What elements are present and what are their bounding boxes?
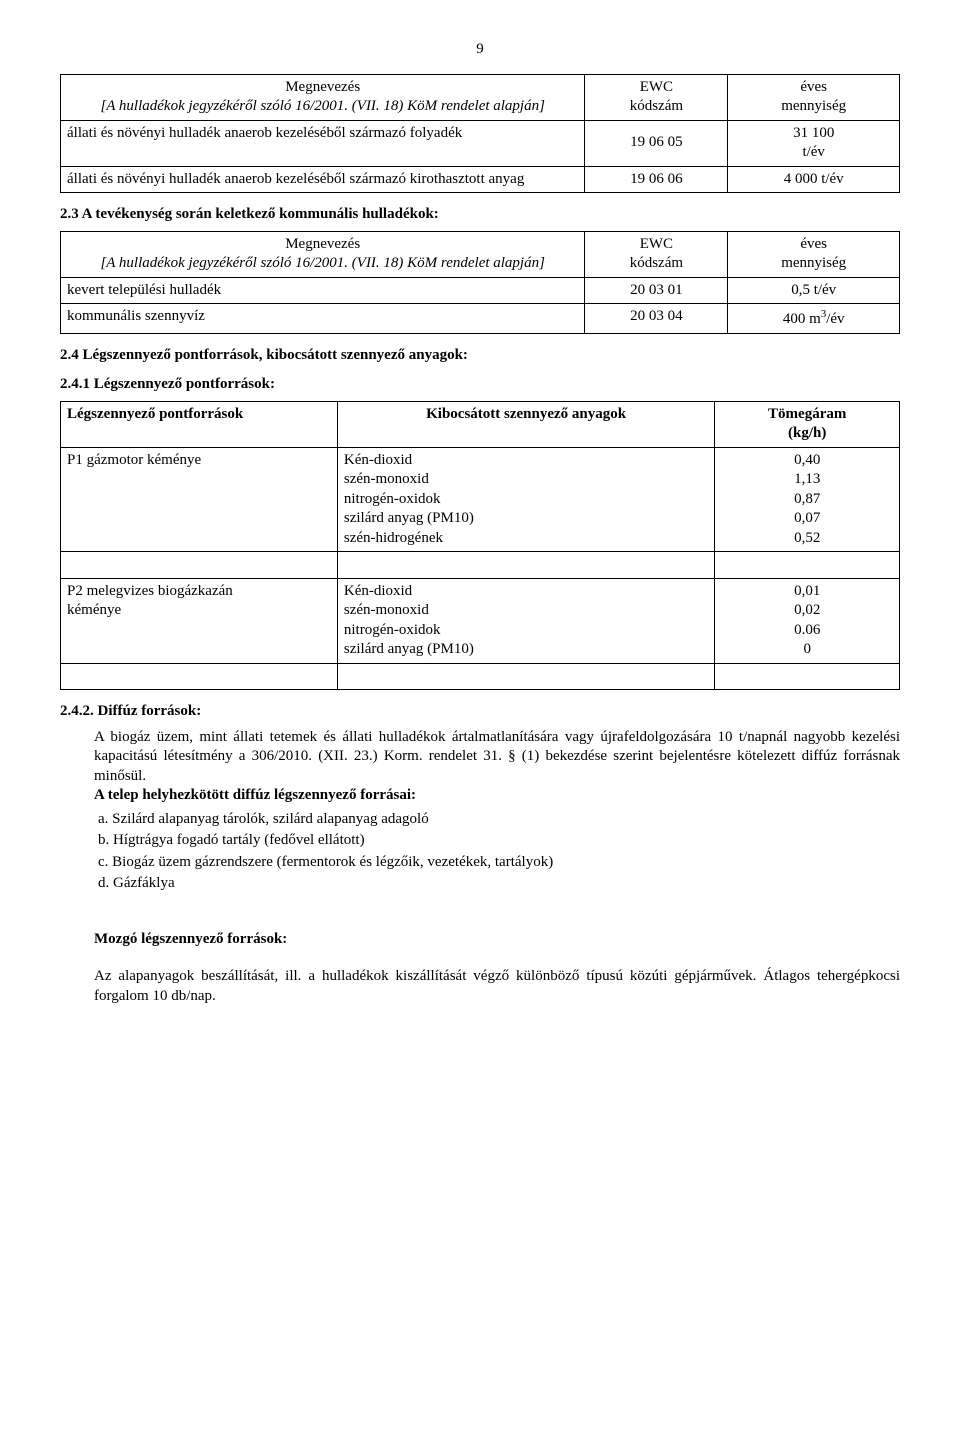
cell-code: 19 06 06 (585, 166, 728, 193)
flow-line: 0,01 (721, 582, 893, 602)
header-qty-line1: éves (734, 78, 893, 98)
col-header-code: EWC kódszám (585, 231, 728, 277)
flow-line: 0,07 (721, 509, 893, 529)
table-row: P1 gázmotor kéménye Kén-dioxid szén-mono… (61, 447, 900, 552)
table-row-spacer (61, 552, 900, 579)
qty-line1: 31 100 (734, 124, 893, 144)
flow-line: 0.06 (721, 621, 893, 641)
cell-pollutants: Kén-dioxid szén-monoxid nitrogén-oxidok … (337, 447, 715, 552)
header-name-line2: [A hulladékok jegyzékéről szóló 16/2001.… (67, 254, 578, 274)
flow-line: 0 (721, 640, 893, 660)
cell-name: állati és növényi hulladék anaerob kezel… (61, 166, 585, 193)
col-header-1: Légszennyező pontforrások (61, 401, 338, 447)
list-item: c. Biogáz üzem gázrendszere (fermentorok… (118, 853, 900, 873)
table-row: kevert települési hulladék 20 03 01 0,5 … (61, 277, 900, 304)
pollutant-line: Kén-dioxid (344, 582, 709, 602)
pollutant-line: nitrogén-oxidok (344, 621, 709, 641)
qty-line2: t/év (734, 143, 893, 163)
flow-line: 0,40 (721, 451, 893, 471)
header-c3-line2: (kg/h) (721, 424, 893, 444)
table-row: állati és növényi hulladék anaerob kezel… (61, 120, 900, 166)
cell-name: kommunális szennyvíz (61, 304, 585, 334)
table-row: Megnevezés [A hulladékok jegyzékéről szó… (61, 74, 900, 120)
header-code-line2: kódszám (591, 97, 721, 117)
cell-flow: 0,40 1,13 0,87 0,07 0,52 (715, 447, 900, 552)
header-name-line2: [A hulladékok jegyzékéről szóló 16/2001.… (67, 97, 578, 117)
cell-name: kevert települési hulladék (61, 277, 585, 304)
cell-qty: 0,5 t/év (728, 277, 900, 304)
cell-pollutants: Kén-dioxid szén-monoxid nitrogén-oxidok … (337, 578, 715, 663)
pollutant-line: szén-monoxid (344, 470, 709, 490)
col-header-qty: éves mennyiség (728, 231, 900, 277)
moving-sources-heading: Mozgó légszennyező források: (94, 930, 900, 950)
cell-source: P1 gázmotor kéménye (61, 447, 338, 552)
table-emission-sources: Légszennyező pontforrások Kibocsátott sz… (60, 401, 900, 691)
section-2-4-2-heading: 2.4.2. Diffúz források: (60, 702, 900, 722)
pollutant-line: szilárd anyag (PM10) (344, 509, 709, 529)
header-name-line1: Megnevezés (67, 235, 578, 255)
cell-code: 20 03 01 (585, 277, 728, 304)
header-qty-line2: mennyiség (734, 97, 893, 117)
col-header-qty: éves mennyiség (728, 74, 900, 120)
table-row-empty (61, 663, 900, 690)
cell-qty: 31 100 t/év (728, 120, 900, 166)
cell-code: 19 06 05 (585, 120, 728, 166)
section-2-3-heading: 2.3 A tevékenység során keletkező kommun… (60, 205, 900, 225)
list-item: a. Szilárd alapanyag tárolók, szilárd al… (118, 810, 900, 830)
table-row: Megnevezés [A hulladékok jegyzékéről szó… (61, 231, 900, 277)
col-header-code: EWC kódszám (585, 74, 728, 120)
list-item: d. Gázfáklya (118, 874, 900, 894)
flow-line: 0,87 (721, 490, 893, 510)
header-code-line2: kódszám (591, 254, 721, 274)
moving-sources-paragraph: Az alapanyagok beszállítását, ill. a hul… (94, 967, 900, 1006)
cell-qty: 400 m3/év (728, 304, 900, 334)
table-row: kommunális szennyvíz 20 03 04 400 m3/év (61, 304, 900, 334)
cell-code: 20 03 04 (585, 304, 728, 334)
section-2-4-heading: 2.4 Légszennyező pontforrások, kibocsáto… (60, 346, 900, 366)
col-header-2: Kibocsátott szennyező anyagok (337, 401, 715, 447)
cell-qty: 4 000 t/év (728, 166, 900, 193)
col-header-name: Megnevezés [A hulladékok jegyzékéről szó… (61, 231, 585, 277)
table-row: állati és növényi hulladék anaerob kezel… (61, 166, 900, 193)
pollutant-line: szilárd anyag (PM10) (344, 640, 709, 660)
pollutant-line: szén-hidrogének (344, 529, 709, 549)
source-line: P2 melegvizes biogázkazán (67, 582, 331, 602)
header-qty-line2: mennyiség (734, 254, 893, 274)
header-c3-line1: Tömegáram (721, 405, 893, 425)
diffuse-list: a. Szilárd alapanyag tárolók, szilárd al… (60, 810, 900, 894)
table-row: Légszennyező pontforrások Kibocsátott sz… (61, 401, 900, 447)
qty-pre: 400 m (783, 311, 821, 327)
flow-line: 1,13 (721, 470, 893, 490)
flow-line: 0,02 (721, 601, 893, 621)
section-2-4-1-heading: 2.4.1 Légszennyező pontforrások: (60, 375, 900, 395)
cell-flow: 0,01 0,02 0.06 0 (715, 578, 900, 663)
header-code-line1: EWC (591, 78, 721, 98)
qty-post: /év (826, 311, 844, 327)
source-line: kéménye (67, 601, 331, 621)
col-header-3: Tömegáram (kg/h) (715, 401, 900, 447)
header-name-line1: Megnevezés (67, 78, 578, 98)
pollutant-line: Kén-dioxid (344, 451, 709, 471)
cell-source: P2 melegvizes biogázkazán kéménye (61, 578, 338, 663)
diffuse-paragraph: A biogáz üzem, mint állati tetemek és ál… (94, 728, 900, 787)
pollutant-line: szén-monoxid (344, 601, 709, 621)
list-item: b. Hígtrágya fogadó tartály (fedővel ell… (118, 831, 900, 851)
diffuse-bold-line: A telep helyhezkötött diffúz légszennyez… (94, 786, 900, 806)
col-header-name: Megnevezés [A hulladékok jegyzékéről szó… (61, 74, 585, 120)
pollutant-line: nitrogén-oxidok (344, 490, 709, 510)
header-qty-line1: éves (734, 235, 893, 255)
page-number: 9 (60, 40, 900, 60)
table-waste-1: Megnevezés [A hulladékok jegyzékéről szó… (60, 74, 900, 194)
flow-line: 0,52 (721, 529, 893, 549)
table-waste-2: Megnevezés [A hulladékok jegyzékéről szó… (60, 231, 900, 334)
table-row: P2 melegvizes biogázkazán kéménye Kén-di… (61, 578, 900, 663)
header-code-line1: EWC (591, 235, 721, 255)
cell-name: állati és növényi hulladék anaerob kezel… (61, 120, 585, 166)
